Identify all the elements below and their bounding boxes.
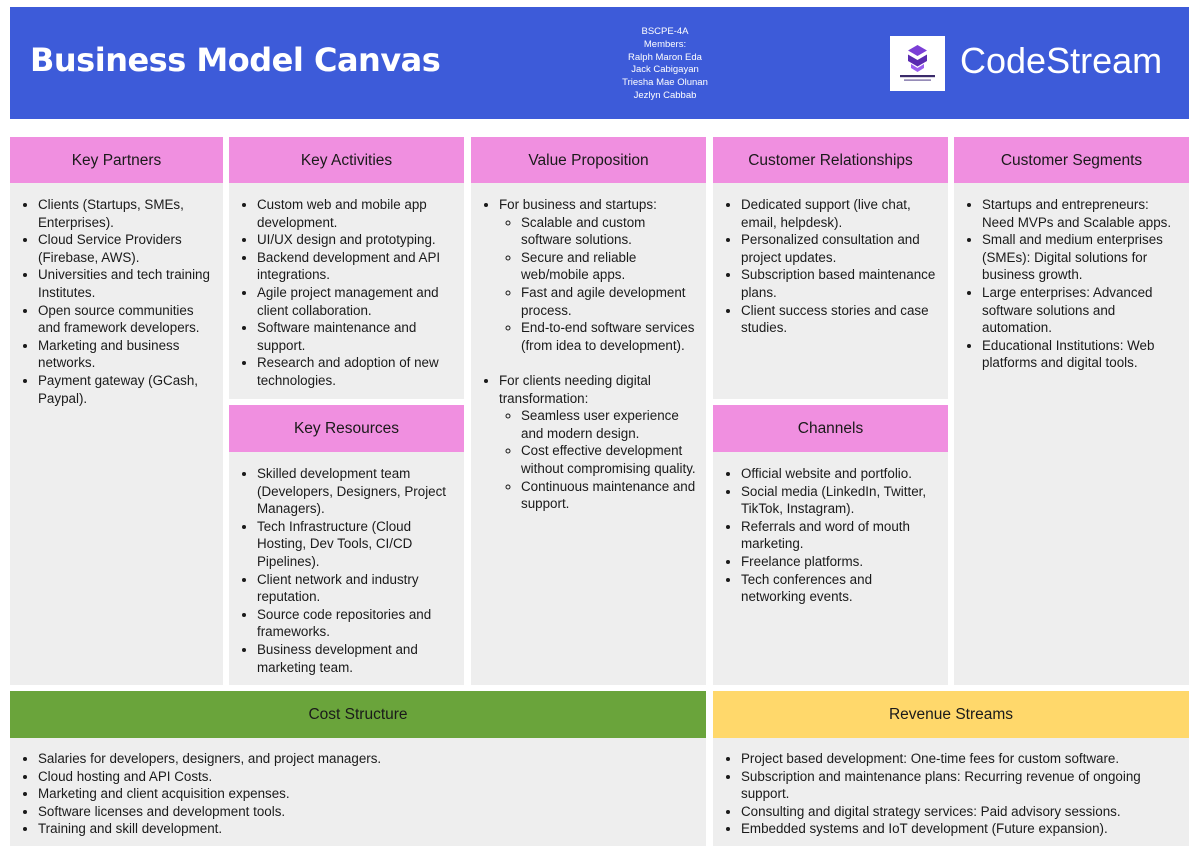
list-item: Salaries for developers, designers, and … [38, 750, 698, 768]
list-item: Startups and entrepreneurs: Need MVPs an… [982, 196, 1181, 231]
list-item: Dedicated support (live chat, email, hel… [741, 196, 940, 231]
list-item: Software licenses and development tools. [38, 803, 698, 821]
header-banner: Business Model Canvas BSCPE-4A Members: … [10, 7, 1189, 119]
page-title: Business Model Canvas [30, 41, 441, 79]
list-item: Cloud Service Providers (Firebase, AWS). [38, 231, 215, 266]
list-item: Training and skill development. [38, 820, 698, 838]
value-proposition-list: For business and startups: Scalable and … [499, 196, 698, 513]
list-item: Research and adoption of new technologie… [257, 354, 456, 389]
list-item: UI/UX design and prototyping. [257, 231, 456, 249]
revenue-streams-body: Project based development: One-time fees… [713, 738, 1189, 846]
value-proposition-body: For business and startups: Scalable and … [471, 183, 706, 685]
list-item: Marketing and client acquisition expense… [38, 785, 698, 803]
members-line: Jezlyn Cabbab [633, 89, 697, 101]
customer-relationships-body: Dedicated support (live chat, email, hel… [713, 183, 948, 399]
key-resources-list: Skilled development team (Developers, De… [257, 465, 456, 676]
group-label: For business and startups: [499, 197, 657, 212]
list-item: Universities and tech training Institute… [38, 266, 215, 301]
members-line: Members: [643, 38, 687, 50]
channels-header: Channels [713, 405, 948, 452]
list-item: Large enterprises: Advanced software sol… [982, 284, 1181, 337]
sub-list: Seamless user experience and modern desi… [499, 407, 698, 513]
list-item: Payment gateway (GCash, Paypal). [38, 372, 215, 407]
logo-mark-icon [900, 45, 935, 81]
key-partners-body: Clients (Startups, SMEs, Enterprises). C… [10, 183, 223, 685]
cost-structure-header: Cost Structure [10, 691, 706, 738]
sub-list: Scalable and custom software solutions. … [499, 214, 698, 355]
value-proposition-header: Value Proposition [471, 137, 706, 184]
channels-list: Official website and portfolio. Social m… [741, 465, 940, 606]
cost-structure-body: Salaries for developers, designers, and … [10, 738, 706, 846]
key-partners-list: Clients (Startups, SMEs, Enterprises). C… [38, 196, 215, 407]
list-item: Small and medium enterprises (SMEs): Dig… [982, 231, 1181, 284]
list-item: For clients needing digital transformati… [499, 372, 698, 513]
key-activities-body: Custom web and mobile app development. U… [229, 183, 464, 399]
members-list: BSCPE-4A Members: Ralph Maron Eda Jack C… [600, 26, 730, 103]
sub-list-item: Scalable and custom software solutions. [521, 214, 698, 249]
list-item: For business and startups: Scalable and … [499, 196, 698, 354]
channels-body: Official website and portfolio. Social m… [713, 452, 948, 685]
sub-list-item: End-to-end software services (from idea … [521, 319, 698, 354]
cost-structure-list: Salaries for developers, designers, and … [38, 750, 698, 838]
customer-relationships-list: Dedicated support (live chat, email, hel… [741, 196, 940, 337]
list-item: Subscription based maintenance plans. [741, 266, 940, 301]
list-item: Tech Infrastructure (Cloud Hosting, Dev … [257, 518, 456, 571]
list-item: Freelance platforms. [741, 553, 940, 571]
sub-list-item: Secure and reliable web/mobile apps. [521, 249, 698, 284]
key-resources-header: Key Resources [229, 405, 464, 452]
key-partners-header: Key Partners [10, 137, 223, 184]
list-item: Agile project management and client coll… [257, 284, 456, 319]
customer-relationships-header: Customer Relationships [713, 137, 948, 184]
list-item: Consulting and digital strategy services… [741, 803, 1181, 821]
list-item: Personalized consultation and project up… [741, 231, 940, 266]
list-item: Business development and marketing team. [257, 641, 456, 676]
list-item: Client network and industry reputation. [257, 571, 456, 606]
key-activities-list: Custom web and mobile app development. U… [257, 196, 456, 390]
customer-segments-list: Startups and entrepreneurs: Need MVPs an… [982, 196, 1181, 372]
list-item: Software maintenance and support. [257, 319, 456, 354]
sub-list-item: Continuous maintenance and support. [521, 478, 698, 513]
sub-list-item: Fast and agile development process. [521, 284, 698, 319]
codestream-logo-icon [890, 36, 945, 91]
list-item: Marketing and business networks. [38, 337, 215, 372]
key-activities-header: Key Activities [229, 137, 464, 184]
list-item: Cloud hosting and API Costs. [38, 768, 698, 786]
list-item: Referrals and word of mouth marketing. [741, 518, 940, 553]
list-item: Client success stories and case studies. [741, 302, 940, 337]
key-resources-body: Skilled development team (Developers, De… [229, 452, 464, 685]
list-item: Backend development and API integrations… [257, 249, 456, 284]
list-item: Clients (Startups, SMEs, Enterprises). [38, 196, 215, 231]
brand-name: CodeStream [960, 40, 1163, 81]
list-item: Embedded systems and IoT development (Fu… [741, 820, 1181, 838]
sub-list-item: Seamless user experience and modern desi… [521, 407, 698, 442]
list-item: Social media (LinkedIn, Twitter, TikTok,… [741, 483, 940, 518]
list-item: Project based development: One-time fees… [741, 750, 1181, 768]
revenue-streams-header: Revenue Streams [713, 691, 1189, 738]
list-item: Skilled development team (Developers, De… [257, 465, 456, 518]
revenue-streams-list: Project based development: One-time fees… [741, 750, 1181, 838]
list-item: Source code repositories and frameworks. [257, 606, 456, 641]
list-item: Subscription and maintenance plans: Recu… [741, 768, 1181, 803]
members-line: BSCPE-4A [641, 26, 689, 37]
members-line: Jack Cabigayan [631, 64, 699, 76]
customer-segments-header: Customer Segments [954, 137, 1189, 184]
customer-segments-body: Startups and entrepreneurs: Need MVPs an… [954, 183, 1189, 685]
sub-list-item: Cost effective development without compr… [521, 442, 698, 477]
members-line: Ralph Maron Eda [628, 51, 702, 63]
list-item: Tech conferences and networking events. [741, 571, 940, 606]
list-item: Educational Institutions: Web platforms … [982, 337, 1181, 372]
group-label: For clients needing digital transformati… [499, 372, 651, 406]
list-item: Open source communities and framework de… [38, 302, 215, 337]
list-item: Custom web and mobile app development. [257, 196, 456, 231]
list-item: Official website and portfolio. [741, 465, 940, 483]
members-line: Triesha Mae Olunan [622, 77, 708, 89]
